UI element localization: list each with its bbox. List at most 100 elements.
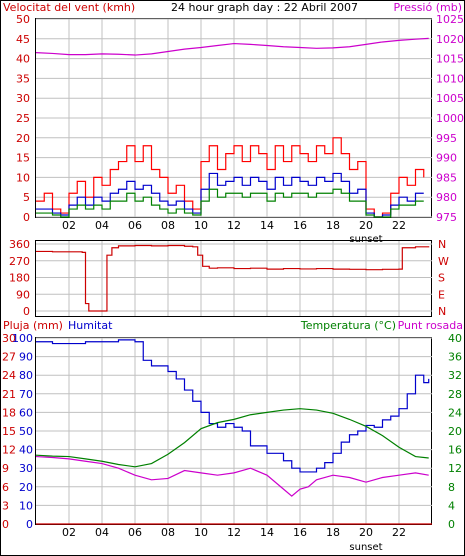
humidity-axis-label: Humitat <box>68 319 113 332</box>
y-tick-label: 990 <box>436 152 457 165</box>
direction-y-ticks: 0 90 180 270 360 <box>9 238 30 318</box>
series-velocitat-mitjana <box>36 172 424 218</box>
rain-tick-label: 21 <box>2 388 16 401</box>
x-tick-label: 18 <box>326 526 340 539</box>
y-tick-label: 16 <box>448 444 462 457</box>
y-tick-label: 36 <box>448 351 462 364</box>
panel-humidity-x-ticks: 02 04 06 08 10 12 14 16 18 20 22 <box>62 526 406 539</box>
y-tick-label: 1005 <box>436 92 464 105</box>
x-tick-label: 14 <box>260 219 274 232</box>
x-tick-label: 12 <box>227 526 241 539</box>
y-tick-label: 180 <box>9 272 30 285</box>
rain-tick-label: 0 <box>2 518 9 531</box>
series-humitat <box>36 339 430 473</box>
y-tick-label: 28 <box>448 388 462 401</box>
x-tick-label: 10 <box>194 219 208 232</box>
x-tick-label: 08 <box>161 219 175 232</box>
x-tick-label: 06 <box>128 526 142 539</box>
pressure-y-ticks: 975 980 985 990 995 1000 1005 1010 1015 1020 1025 <box>436 13 464 224</box>
x-tick-label: 16 <box>293 219 307 232</box>
humidity-tick-label: 10 <box>19 499 33 512</box>
y-tick-label: 995 <box>436 132 457 145</box>
series-pressi- <box>35 37 429 56</box>
sunset-label-top: sunset <box>349 234 382 245</box>
panel-wind-pressure: Velocitat del vent (kmh) 24 hour graph d… <box>3 1 464 245</box>
x-tick-label: 04 <box>95 526 109 539</box>
y-tick-label: 1015 <box>436 53 464 66</box>
rain-tick-label: 24 <box>2 369 16 382</box>
y-tick-label: 40 <box>16 53 30 66</box>
humidity-tick-label: 70 <box>19 388 33 401</box>
y-tick-label: 24 <box>448 406 462 419</box>
chart-title: 24 hour graph day : 22 Abril 2007 <box>171 1 358 14</box>
temperature-y-ticks: 0 4 8 12 16 20 24 28 32 36 40 <box>448 332 462 531</box>
y-tick-label: 40 <box>448 332 462 345</box>
series-punt-rosada <box>35 455 429 497</box>
x-tick-label: 08 <box>161 526 175 539</box>
wind-axis-label: Velocitat del vent (kmh) <box>3 1 135 14</box>
rain-tick-label: 30 <box>2 332 16 345</box>
y-tick-label: 360 <box>9 238 30 251</box>
rain-tick-label: 18 <box>2 406 16 419</box>
panel-humidity-temperature: Pluja (mm) Humitat Temperatura (°C) Punt… <box>2 319 463 553</box>
rain-tick-label: 9 <box>2 462 9 475</box>
y-tick-label: 4 <box>448 499 455 512</box>
x-tick-label: 16 <box>293 526 307 539</box>
compass-letter: E <box>438 288 445 301</box>
y-tick-label: 30 <box>16 92 30 105</box>
x-tick-label: 22 <box>392 219 406 232</box>
humidity-tick-label: 0 <box>26 518 33 531</box>
y-tick-label: 90 <box>16 288 30 301</box>
series-direcci-del-vent <box>36 244 430 312</box>
y-tick-label: 270 <box>9 255 30 268</box>
rain-tick-label: 6 <box>2 481 9 494</box>
y-tick-label: 8 <box>448 481 455 494</box>
series-temperatura <box>35 408 429 468</box>
humidity-tick-label: 30 <box>19 462 33 475</box>
compass-letter: S <box>438 272 445 285</box>
rain-tick-label: 12 <box>2 444 16 457</box>
compass-letter: N <box>438 238 446 251</box>
y-tick-label: 15 <box>16 152 30 165</box>
panel-direction-frame <box>35 240 432 317</box>
panel-wind-x-ticks: 02 04 06 08 10 12 14 16 18 20 22 <box>62 219 406 232</box>
wind-y-ticks: 0 5 10 15 20 25 30 35 40 45 50 <box>16 13 30 224</box>
rain-axis-label: Pluja (mm) <box>3 319 63 332</box>
rain-tick-label: 27 <box>2 351 16 364</box>
humidity-tick-label: 40 <box>19 444 33 457</box>
y-tick-label: 35 <box>16 72 30 85</box>
x-tick-label: 02 <box>62 219 76 232</box>
x-tick-label: 20 <box>359 526 373 539</box>
x-tick-label: 02 <box>62 526 76 539</box>
humidity-tick-label: 80 <box>19 369 33 382</box>
y-tick-label: 45 <box>16 33 30 46</box>
y-tick-label: 5 <box>23 191 30 204</box>
pressure-axis-label: Pressió (mb) <box>393 1 462 14</box>
x-tick-label: 06 <box>128 219 142 232</box>
humidity-tick-label: 20 <box>19 481 33 494</box>
humidity-tick-label: 90 <box>19 351 33 364</box>
sunset-label-bottom: sunset <box>349 542 382 553</box>
rain-tick-label: 15 <box>2 425 16 438</box>
y-tick-label: 980 <box>436 191 457 204</box>
y-tick-label: 32 <box>448 369 462 382</box>
y-tick-label: 0 <box>23 211 30 224</box>
humidity-tick-label: 50 <box>19 425 33 438</box>
y-tick-label: 975 <box>436 211 457 224</box>
y-tick-label: 985 <box>436 171 457 184</box>
x-tick-label: 14 <box>260 526 274 539</box>
rain-tick-label: 3 <box>2 499 9 512</box>
humidity-tick-label: 60 <box>19 406 33 419</box>
y-tick-label: 0 <box>23 305 30 318</box>
y-tick-label: 1020 <box>436 33 464 46</box>
y-tick-label: 20 <box>16 132 30 145</box>
y-tick-label: 25 <box>16 112 30 125</box>
y-tick-label: 1010 <box>436 72 464 85</box>
x-tick-label: 04 <box>95 219 109 232</box>
y-tick-label: 1025 <box>436 13 464 26</box>
x-tick-label: 20 <box>359 219 373 232</box>
